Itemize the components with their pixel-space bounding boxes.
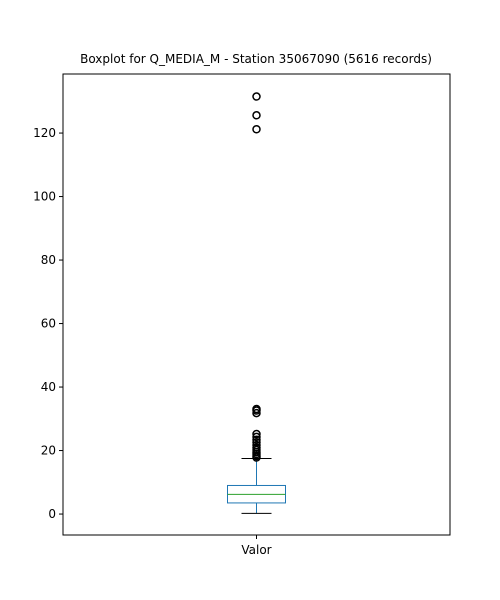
- outlier-point: [252, 440, 261, 450]
- outlier-point: [252, 408, 261, 418]
- outlier-point: [252, 443, 261, 452]
- x-axis: Valor: [241, 535, 272, 557]
- y-tick-label: 20: [41, 444, 56, 458]
- y-tick-label: 120: [33, 126, 56, 140]
- y-axis: 0 20 40 60 80 100 120: [33, 126, 63, 521]
- outlier-point: [252, 432, 261, 442]
- y-tick-label: 100: [33, 190, 56, 204]
- y-tick-label: 0: [48, 507, 56, 521]
- y-tick-label: 80: [41, 253, 56, 267]
- outlier-point: [252, 124, 261, 134]
- outlier-point: [252, 92, 261, 101]
- outlier-point: [252, 429, 261, 439]
- y-tick-label: 60: [41, 317, 56, 331]
- box-series: [227, 457, 286, 514]
- outlier-point: [252, 435, 261, 445]
- chart-title: Boxplot for Q_MEDIA_M - Station 35067090…: [80, 52, 432, 66]
- x-tick-label: Valor: [241, 543, 271, 557]
- outlier-point: [252, 438, 261, 447]
- outlier-point: [252, 111, 261, 120]
- outlier-point: [252, 404, 261, 414]
- y-tick-label: 40: [41, 380, 56, 394]
- outlier-series: [252, 92, 261, 462]
